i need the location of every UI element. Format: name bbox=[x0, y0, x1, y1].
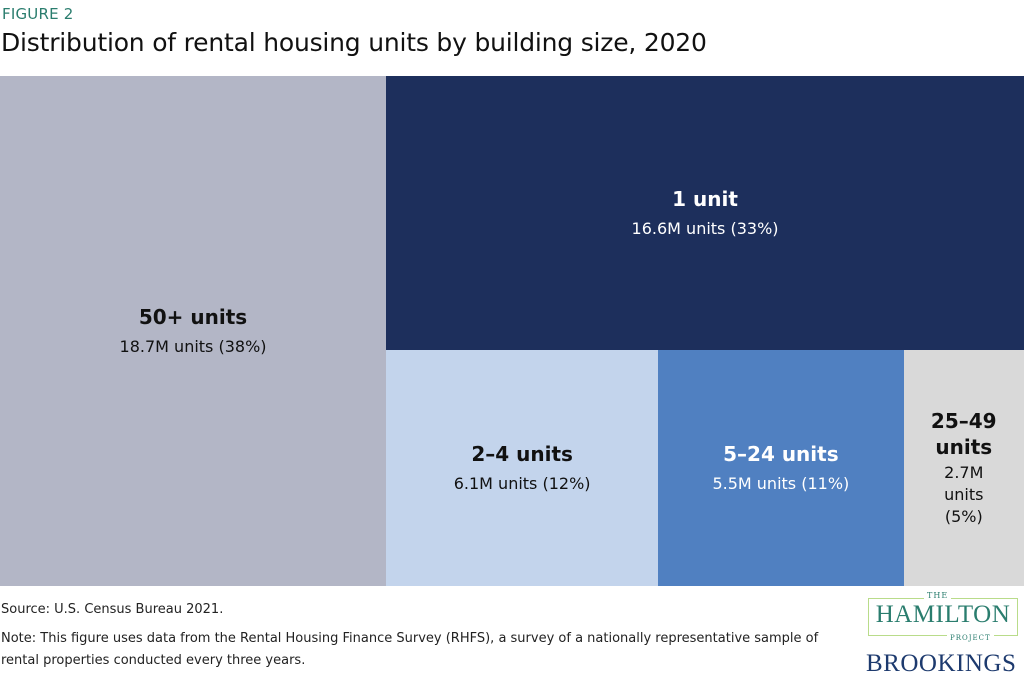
treemap-cell: 50+ units 18.7M units (38%) bbox=[0, 76, 387, 586]
logo-the: THE bbox=[924, 591, 952, 600]
treemap: 50+ units 18.7M units (38%) 1 unit 16.6M un… bbox=[0, 76, 1024, 586]
figure-label: FIGURE 2 bbox=[2, 5, 74, 23]
cell-value-label: 2.7M units (5%) bbox=[944, 462, 984, 526]
cell-value-label: 6.1M units (12%) bbox=[453, 473, 591, 493]
cell-label: 2–4 units bbox=[471, 441, 573, 466]
cell-value-label: 18.7M units (38%) bbox=[119, 337, 267, 356]
source-text: Source: U.S. Census Bureau 2021. bbox=[1, 602, 224, 617]
cell-value-label: 16.6M units (33%) bbox=[631, 218, 779, 238]
brookings-logo: BROOKINGS bbox=[866, 650, 1017, 677]
cell-label: 50+ units bbox=[138, 305, 248, 329]
cell-label: 25–49 units bbox=[930, 408, 997, 459]
cell-label: 5–24 units bbox=[723, 441, 839, 466]
logo-hamilton: HAMILTON bbox=[875, 601, 1011, 628]
cell-value-label: 5.5M units (11%) bbox=[712, 473, 850, 493]
chart-title: Distribution of rental housing units by … bbox=[1, 28, 707, 57]
hamilton-project-logo: THE HAMILTON PROJECT bbox=[868, 591, 1018, 642]
treemap-cell: 2–4 units 6.1M units (12%) bbox=[386, 349, 659, 586]
cell-label: 1 unit bbox=[672, 186, 738, 211]
treemap-cell: 5–24 units 5.5M units (11%) bbox=[658, 349, 904, 586]
treemap-cell: 25–49 units 2.7M units (5%) bbox=[903, 349, 1024, 586]
logo-project: PROJECT bbox=[947, 634, 994, 642]
treemap-cell: 1 unit 16.6M units (33%) bbox=[386, 76, 1024, 350]
note-text: Note: This figure uses data from the Ren… bbox=[1, 631, 819, 668]
